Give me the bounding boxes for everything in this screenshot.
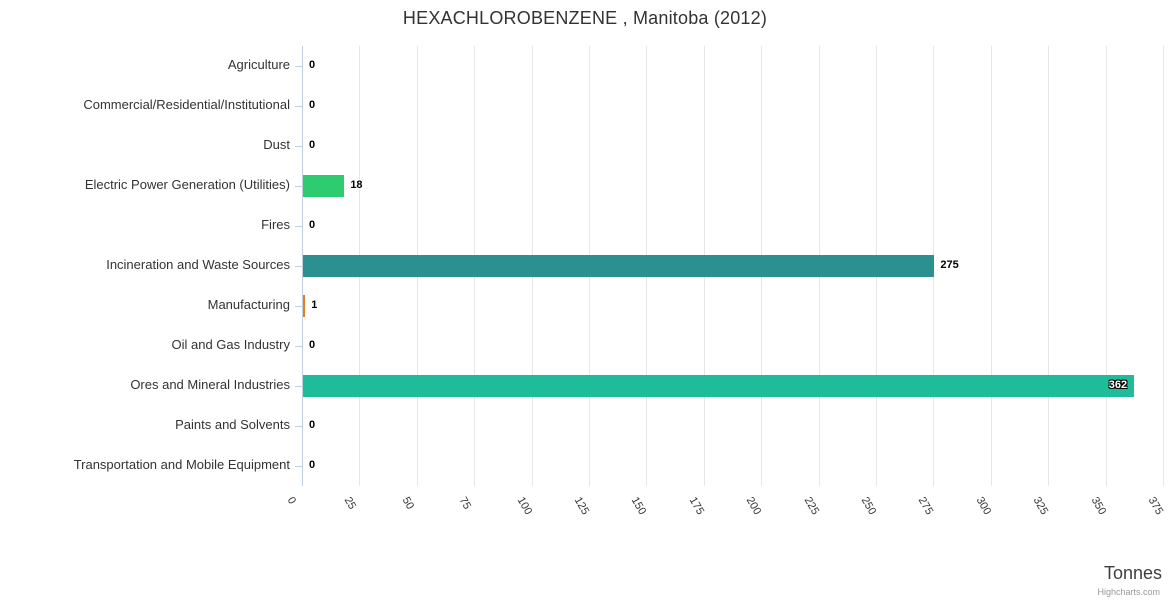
x-axis-tick-label: 200 (743, 495, 764, 517)
category-tick-mark (295, 386, 302, 387)
category-label: Oil and Gas Industry (171, 337, 291, 352)
category-axis-line (302, 46, 303, 486)
x-axis-tick-label: 75 (456, 495, 474, 512)
x-axis-tick-label: 225 (801, 495, 821, 517)
bar-segment[interactable] (303, 375, 1135, 397)
category-tick-mark (295, 226, 302, 227)
grid-line (1048, 46, 1050, 486)
category-label: Dust (263, 137, 290, 152)
data-label: 0 (309, 459, 316, 471)
x-axis-tick-label: 100 (514, 495, 534, 517)
category-tick-mark (295, 106, 302, 107)
category-label: Commercial/Residential/Institutional (83, 97, 290, 112)
category-label: Manufacturing (207, 297, 290, 312)
x-axis-tick-label: 250 (858, 495, 879, 517)
x-axis-tick-label: 175 (686, 495, 706, 517)
data-label: 362 (1108, 379, 1128, 391)
data-label: 0 (309, 139, 316, 151)
x-axis-tick-label: 275 (915, 495, 936, 517)
category-tick-mark (295, 466, 302, 467)
x-axis-title: Tonnes (1103, 563, 1162, 583)
x-axis-tick-label: 350 (1088, 495, 1108, 517)
x-axis-tick-label: 150 (628, 495, 649, 517)
x-axis-tick-label: 50 (399, 495, 416, 512)
data-label: 0 (309, 59, 316, 71)
category-label: Agriculture (227, 57, 290, 72)
data-label: 0 (309, 419, 316, 431)
category-label: Transportation and Mobile Equipment (73, 457, 290, 472)
category-label: Electric Power Generation (Utilities) (84, 177, 290, 192)
data-label: 275 (940, 259, 959, 271)
data-label: 0 (309, 99, 316, 111)
data-label: 1 (311, 299, 318, 311)
x-axis-tick-label: 300 (973, 495, 993, 517)
highcharts-credit-link[interactable]: Highcharts.com (1097, 587, 1160, 597)
data-label: 18 (350, 179, 363, 191)
grid-line (990, 46, 992, 486)
category-tick-mark (295, 146, 302, 147)
x-axis-tick-label: 25 (341, 495, 359, 512)
grid-line (1163, 46, 1164, 486)
x-axis-tick-label: 325 (1030, 495, 1051, 517)
chart-title: HEXACHLOROBENZENE , Manitoba (2012) (402, 8, 768, 28)
category-label: Incineration and Waste Sources (106, 257, 290, 272)
category-tick-mark (295, 306, 302, 307)
category-tick-mark (295, 186, 302, 187)
category-label: Ores and Mineral Industries (130, 377, 290, 392)
x-axis-tick-label: 125 (571, 495, 592, 517)
category-tick-mark (295, 66, 302, 67)
grid-line (1105, 46, 1107, 486)
x-axis-tick-label: 375 (1145, 495, 1166, 517)
x-axis-tick-label: 0 (284, 495, 299, 507)
bar-segment[interactable] (303, 255, 935, 277)
data-label: 0 (309, 339, 316, 351)
bar-segment[interactable] (303, 175, 345, 197)
category-tick-mark (295, 426, 302, 427)
category-tick-mark (295, 266, 302, 267)
bar-segment[interactable] (303, 295, 306, 317)
category-label: Fires (261, 217, 290, 232)
category-tick-mark (295, 346, 302, 347)
data-label: 0 (309, 219, 316, 231)
category-label: Paints and Solvents (175, 417, 290, 432)
